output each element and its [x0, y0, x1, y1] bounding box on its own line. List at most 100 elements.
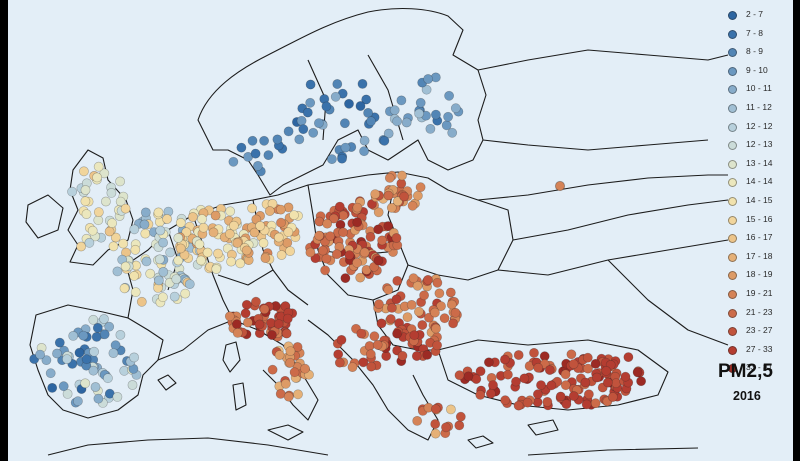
- station-dot: [298, 124, 309, 135]
- station-dot: [283, 126, 294, 137]
- station-dot: [154, 254, 165, 265]
- station-dot: [414, 108, 424, 119]
- station-dot: [339, 118, 350, 129]
- legend-swatch: [728, 103, 737, 113]
- station-dot: [267, 364, 278, 375]
- station-dot: [145, 268, 156, 279]
- station-dot: [141, 256, 152, 267]
- station-dot: [99, 168, 110, 179]
- station-dot: [198, 222, 209, 233]
- station-dot: [419, 290, 429, 301]
- station-dot: [285, 246, 295, 256]
- legend-label: 14 - 14: [746, 176, 773, 187]
- legend-label: 27 - 33: [746, 343, 773, 354]
- station-dot: [228, 156, 239, 167]
- legend-swatch: [728, 48, 737, 58]
- station-dot: [544, 365, 555, 375]
- station-dot: [392, 328, 402, 339]
- legend-label: 8 - 9: [746, 46, 764, 57]
- legend-swatch: [728, 178, 737, 188]
- station-dot: [162, 214, 172, 224]
- station-dot: [129, 224, 140, 235]
- station-dot: [529, 347, 539, 358]
- station-dot: [377, 235, 387, 246]
- station-dot: [386, 202, 397, 213]
- station-dot: [184, 279, 195, 289]
- station-dot: [313, 118, 324, 128]
- station-dot: [88, 314, 99, 325]
- station-dot: [603, 377, 613, 388]
- station-dot: [412, 280, 423, 291]
- station-dot: [235, 258, 246, 269]
- station-dot: [430, 404, 441, 414]
- station-dot: [273, 319, 284, 329]
- station-dot: [340, 142, 351, 153]
- legend-label: 13 - 14: [746, 157, 773, 168]
- station-dot: [334, 357, 345, 368]
- europe-map[interactable]: [8, 0, 793, 461]
- station-dot: [157, 292, 168, 303]
- station-dot: [196, 255, 206, 266]
- station-dot: [384, 172, 395, 183]
- station-dot: [454, 420, 465, 431]
- legend-swatch: [728, 271, 737, 281]
- legend-item: 23 - 27: [722, 322, 792, 341]
- station-dot: [52, 348, 62, 359]
- station-dot: [58, 381, 69, 392]
- station-dot: [84, 237, 95, 248]
- station-dot: [283, 391, 294, 402]
- station-dot: [336, 334, 347, 345]
- station-dot: [392, 275, 403, 286]
- station-dot: [92, 172, 102, 183]
- legend-swatch: [728, 345, 737, 355]
- legend-item: 13 - 14: [722, 155, 792, 174]
- station-dot: [45, 368, 56, 379]
- station-dot: [208, 227, 219, 238]
- station-dot: [450, 103, 461, 114]
- station-dot: [153, 207, 164, 218]
- station-dot: [432, 277, 443, 288]
- station-dot: [632, 367, 643, 378]
- station-dot: [99, 329, 110, 340]
- station-dot: [118, 238, 129, 249]
- station-dot: [158, 237, 168, 248]
- legend-item: 9 - 10: [722, 62, 792, 81]
- station-dot: [225, 206, 236, 217]
- station-dot: [328, 213, 339, 224]
- station-dot: [74, 347, 85, 358]
- legend-item: 12 - 12: [722, 118, 792, 137]
- station-dot: [386, 302, 397, 313]
- legend-swatch: [728, 66, 737, 76]
- station-dot: [120, 203, 131, 214]
- legend-swatch: [728, 215, 737, 225]
- station-dot: [365, 231, 376, 242]
- measurement-stations: [29, 72, 646, 439]
- station-dot: [127, 380, 138, 390]
- station-dot: [92, 322, 103, 333]
- legend-item: 14 - 14: [722, 173, 792, 192]
- station-dot: [202, 247, 213, 258]
- legend-swatch: [728, 327, 737, 337]
- station-dot: [430, 428, 441, 439]
- station-dot: [417, 320, 428, 330]
- station-dot: [305, 79, 316, 90]
- station-dot: [373, 207, 384, 218]
- station-dot: [35, 349, 45, 360]
- station-dot: [259, 304, 270, 315]
- station-dot: [434, 288, 445, 299]
- station-dot: [370, 189, 381, 199]
- station-dot: [590, 358, 601, 369]
- station-dot: [363, 108, 373, 118]
- legend-item: 15 - 16: [722, 211, 792, 230]
- station-dot: [352, 202, 363, 213]
- station-dot: [583, 363, 593, 374]
- legend-item: 33 - 81: [722, 359, 792, 378]
- station-dot: [62, 354, 72, 364]
- station-dot: [383, 190, 394, 201]
- legend-label: 2 - 7: [746, 9, 764, 19]
- station-dot: [247, 203, 257, 214]
- station-dot: [376, 318, 387, 329]
- station-dot: [115, 176, 125, 187]
- station-dot: [251, 296, 261, 307]
- legend-swatch: [728, 141, 737, 151]
